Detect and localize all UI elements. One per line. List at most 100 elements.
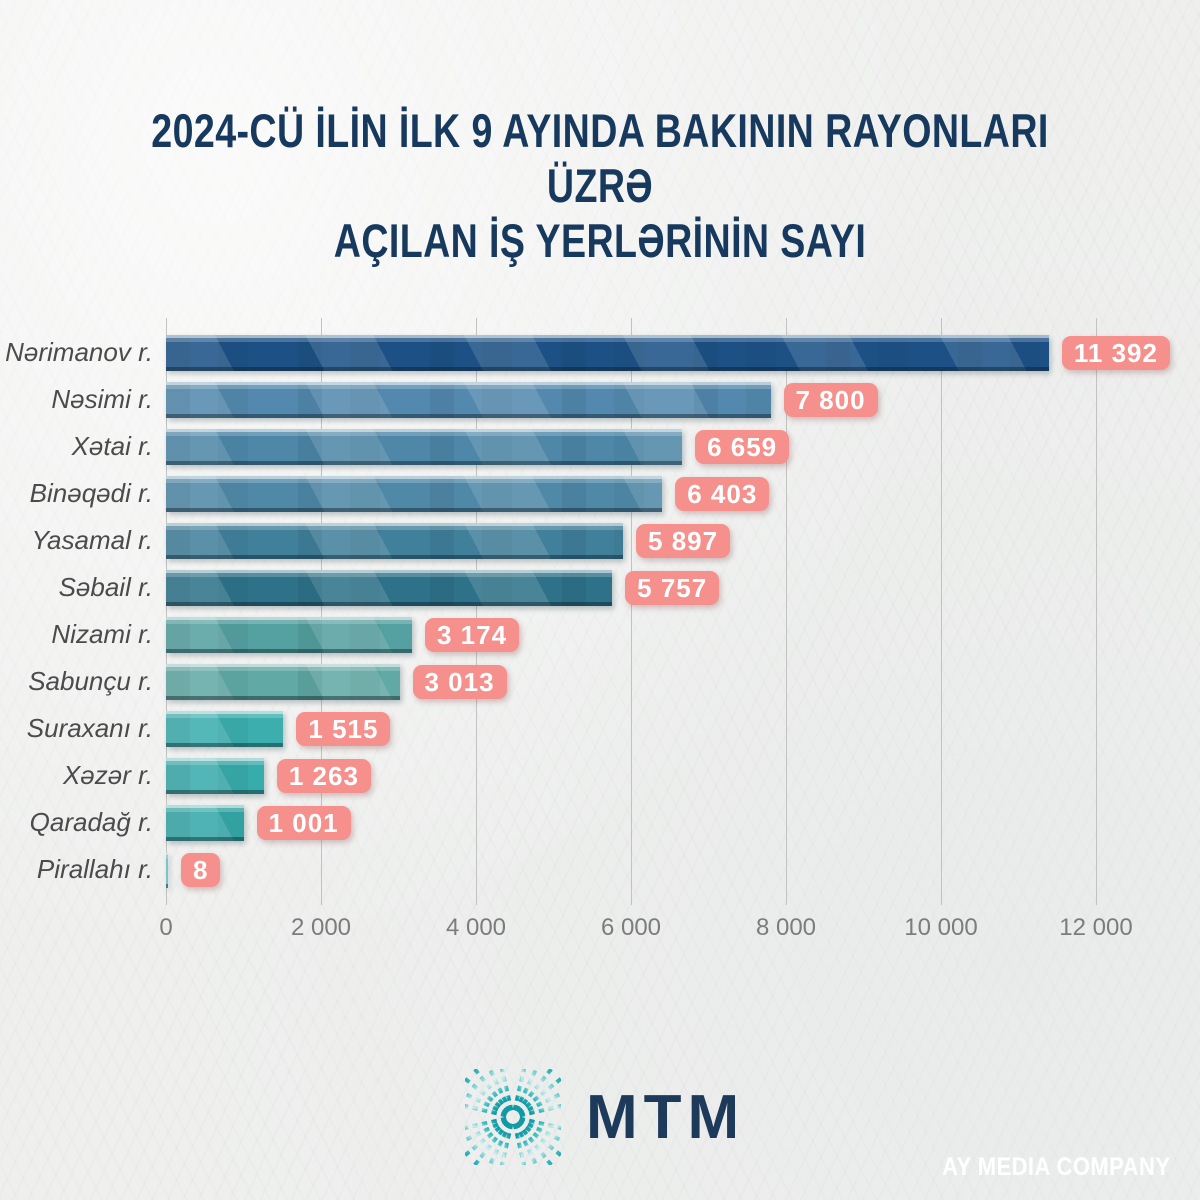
category-label: Nizami r.	[51, 619, 153, 649]
x-tick-label: 4 000	[445, 914, 507, 941]
category-label: Pirallahı r.	[36, 854, 153, 884]
starburst-ray	[487, 1122, 512, 1166]
starburst-ray	[500, 1123, 514, 1166]
starburst-ray	[472, 1068, 511, 1113]
category-label: Nəsimi r.	[51, 384, 153, 414]
category-label: Binəqədi r.	[29, 478, 153, 508]
bar-sheen	[166, 334, 1049, 371]
bar-row: Pirallahı r. 8	[37, 846, 1096, 893]
mtm-logo-text: MTM	[586, 1082, 746, 1152]
bar-row: Xəzər r. 1 263	[63, 752, 1096, 799]
bar	[166, 851, 168, 888]
category-label: Xətai r.	[71, 431, 153, 461]
x-tick-label: 2 000	[290, 914, 352, 941]
value-badge: 6 403	[675, 476, 770, 511]
bar	[166, 522, 624, 559]
category-label: Suraxanı r.	[26, 713, 153, 743]
value-badge: 11 392	[1061, 335, 1170, 370]
value-badge: 8	[181, 852, 221, 887]
gridline	[475, 318, 477, 905]
value-badge: 1 001	[256, 805, 351, 840]
starburst-ray	[518, 1118, 562, 1143]
category-label: Səbail r.	[58, 572, 153, 602]
category-label: Xəzər r.	[62, 760, 153, 790]
gridline	[166, 318, 167, 905]
bar-sheen	[166, 710, 284, 747]
starburst-ray	[472, 1121, 511, 1166]
gridline	[320, 318, 322, 905]
bar	[166, 334, 1049, 371]
bar-sheen	[166, 428, 683, 465]
bar-row: Qaradağ r. 1 001	[30, 799, 1096, 846]
bar-row: Nizami r. 3 174	[51, 611, 1096, 658]
bar-sheen	[166, 475, 663, 512]
bar-sheen	[166, 381, 771, 418]
x-tick-label: 8 000	[755, 914, 817, 941]
value-badge: 3 174	[424, 617, 520, 652]
x-tick-label: 0	[159, 914, 173, 941]
gridline	[941, 318, 942, 905]
bar-row: Suraxanı r. 1 515	[27, 705, 1096, 752]
value-badge: 5 897	[636, 523, 731, 558]
x-tick-label: 10 000	[904, 914, 978, 941]
plot-area: Nərimanov r. 11 392 Nəsimi r. 7 800 Xətai r.…	[5, 318, 1170, 905]
bar-sheen	[166, 663, 400, 700]
chart-title-line2: AÇILAN İŞ YERLƏRİNİN SAYI	[333, 214, 867, 267]
category-label: Sabunçu r.	[28, 666, 153, 696]
starburst-ray	[512, 1068, 526, 1111]
bar-row: Yasamal r. 5 897	[32, 517, 1096, 564]
bar	[166, 757, 264, 794]
starburst-ray	[487, 1068, 512, 1112]
starburst-ray	[519, 1104, 562, 1118]
bar-rows: Nərimanov r. 11 392 Nəsimi r. 7 800 Xətai r.…	[5, 329, 1170, 893]
bar-sheen	[166, 569, 613, 606]
starburst-ray	[517, 1119, 562, 1158]
category-label: Qaradağ r.	[29, 807, 153, 837]
starburst-ray	[464, 1118, 508, 1143]
value-badge: 1 263	[276, 758, 371, 793]
starburst-ray	[514, 1122, 539, 1166]
bar-row: Sabunçu r. 3 013	[28, 658, 1096, 705]
starburst-ray	[517, 1076, 562, 1115]
bar-row: Nərimanov r. 11 392	[5, 329, 1170, 376]
value-badge: 7 800	[783, 382, 878, 417]
bar-sheen	[166, 851, 168, 888]
company-watermark: AY MEDIA COMPANY	[941, 1153, 1170, 1181]
chart-title: 2024-CÜ İLİN İLK 9 AYINDA BAKININ RAYONL…	[120, 103, 1080, 268]
bar	[166, 428, 683, 465]
bar-sheen	[166, 804, 244, 841]
bar-row: Xətai r. 6 659	[72, 423, 1096, 470]
bar	[166, 616, 412, 653]
starburst-ray	[464, 1076, 509, 1115]
starburst-ray	[514, 1068, 539, 1112]
starburst-ray	[515, 1068, 554, 1113]
bar-sheen	[166, 616, 412, 653]
bar-row: Səbail r. 5 757	[59, 564, 1096, 611]
starburst-ray	[512, 1123, 526, 1166]
starburst-ray	[464, 1119, 509, 1158]
value-badge: 3 013	[412, 664, 507, 699]
bar-sheen	[166, 757, 264, 794]
bar-row: Binəqədi r. 6 403	[30, 470, 1096, 517]
chart-title-line1: 2024-CÜ İLİN İLK 9 AYINDA BAKININ RAYONL…	[151, 104, 1049, 212]
starburst-ray	[464, 1091, 508, 1116]
category-label: Nərimanov r.	[5, 337, 153, 367]
bar	[166, 569, 613, 606]
starburst-ray	[464, 1116, 507, 1130]
mtm-starburst-icon	[464, 1068, 562, 1166]
x-axis: 0 2 000 4 000 6 000 8 000 10 000 12 000	[159, 914, 1132, 946]
starburst-ray	[519, 1116, 562, 1130]
bar	[166, 475, 663, 512]
starburst-ray	[500, 1068, 514, 1111]
x-tick-label: 12 000	[1059, 914, 1133, 941]
starburst-ray	[515, 1121, 554, 1166]
bar	[166, 381, 771, 418]
starburst-ray	[464, 1104, 507, 1118]
bar	[166, 663, 400, 700]
value-badge: 1 515	[296, 711, 391, 746]
x-tick-label: 6 000	[600, 914, 662, 941]
bar-sheen	[166, 522, 624, 559]
gridlines	[166, 318, 1097, 905]
mtm-logo: MTM	[464, 1068, 745, 1166]
bar-row: Nəsimi r. 7 800	[51, 376, 1096, 423]
